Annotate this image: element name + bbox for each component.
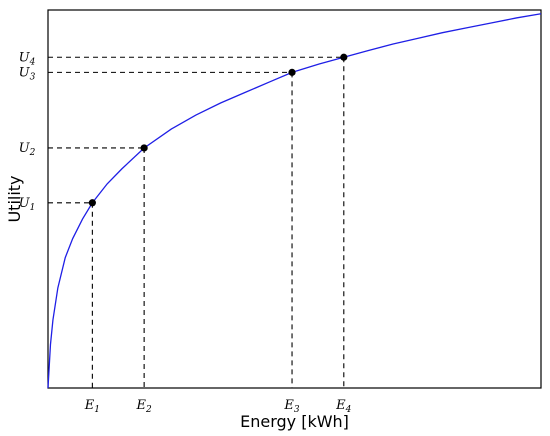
data-points: [88, 53, 348, 207]
y-tick-label-4: U4: [19, 50, 36, 67]
y-tick-label-2: U2: [19, 141, 36, 158]
x-tick-label-2: E2: [136, 398, 153, 415]
plot-frame: [47, 9, 542, 389]
data-point-4: [340, 53, 348, 61]
data-point-3: [288, 68, 296, 76]
x-tick-label-1: E1: [84, 398, 100, 415]
y-axis-label: Utility: [5, 175, 24, 222]
guide-lines: [48, 56, 345, 388]
x-axis-label: Energy [kWh]: [240, 412, 349, 431]
y-tick-label-3: U3: [19, 65, 36, 82]
utility-curve: [47, 13, 542, 389]
data-point-2: [140, 144, 148, 152]
data-point-1: [88, 199, 96, 207]
